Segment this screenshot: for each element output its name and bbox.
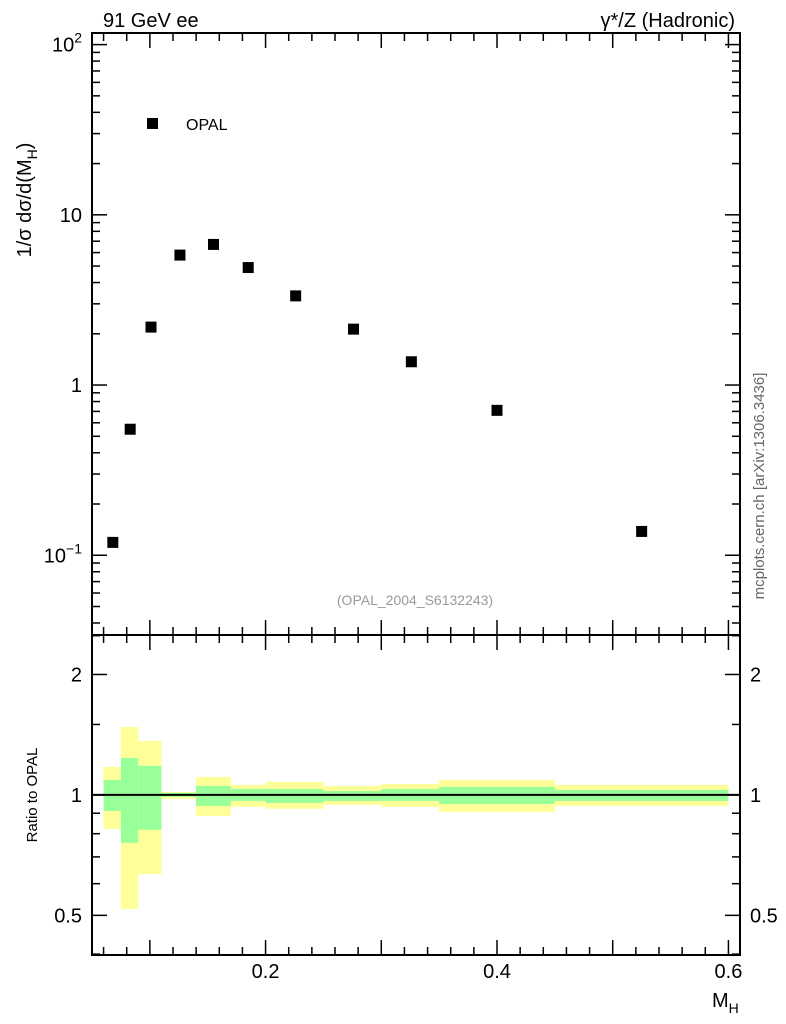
x-tick-label: 0.6 <box>715 961 743 983</box>
y-axis-label-ratio: Ratio to OPAL <box>24 748 41 843</box>
data-point <box>124 423 136 435</box>
legend-marker <box>147 118 158 129</box>
ratio-band-inner <box>323 790 382 801</box>
data-point <box>145 321 157 333</box>
ratio-band-inner <box>138 765 162 830</box>
x-tick-label: 0.4 <box>483 961 511 983</box>
ratio-y-tick-label-right: 0.5 <box>750 905 778 927</box>
ratio-plot-frame <box>91 634 741 956</box>
watermark: (OPAL_2004_S6132243) <box>337 592 493 608</box>
ratio-bands <box>92 726 740 909</box>
ylabel-sub: H <box>24 149 40 159</box>
data-point <box>174 249 186 261</box>
y-axis-label-main: 1/σ dσ/d(MH) <box>14 143 40 258</box>
y-tick-label: 1 <box>71 375 82 397</box>
ratio-y-tick-label-right: 1 <box>750 785 761 807</box>
y-tick-exponent: 2 <box>74 30 82 46</box>
data-point <box>405 356 417 368</box>
y-tick-label: 10−1 <box>44 540 82 567</box>
y-tick-label: 102 <box>52 30 82 57</box>
ratio-y-tick-label: 2 <box>71 664 82 686</box>
ylabel-main: 1/σ dσ/d(M <box>14 159 36 257</box>
data-point <box>491 404 503 416</box>
y-tick-label: 10 <box>60 205 82 227</box>
data-point <box>208 238 219 250</box>
ylabel-close: ) <box>14 143 36 150</box>
x-axis-label: MH <box>712 990 739 1016</box>
y-tick-base: 10 <box>52 35 74 57</box>
ratio-y-tick-label: 1 <box>71 785 82 807</box>
y-tick-base: 10 <box>44 545 66 567</box>
side-label: mcplots.cern.ch [arXiv:1306.3436] <box>751 373 768 600</box>
ratio-y-tick-label-right: 2 <box>750 664 761 686</box>
ratio-y-tick-label: 0.5 <box>54 905 82 927</box>
xlabel-sub: H <box>729 1000 739 1016</box>
axis-ticks <box>92 33 740 955</box>
title-right: γ*/Z (Hadronic) <box>601 10 735 32</box>
data-point <box>636 525 648 537</box>
ratio-band-inner <box>120 757 139 843</box>
data-points <box>107 238 648 548</box>
svg-text:1/σ dσ/d(MH): 1/σ dσ/d(MH) <box>14 143 40 258</box>
xlabel-main: M <box>712 990 729 1012</box>
data-point <box>290 290 302 302</box>
legend-label: OPAL <box>186 117 228 134</box>
x-tick-label: 0.2 <box>252 961 280 983</box>
y-tick-base: 1 <box>71 375 82 397</box>
data-point <box>242 262 254 274</box>
ratio-band-inner <box>265 788 324 803</box>
y-tick-exponent: −1 <box>66 540 82 556</box>
data-point <box>348 323 360 335</box>
legend: OPAL <box>147 117 228 134</box>
data-point <box>107 536 119 548</box>
title-left: 91 GeV ee <box>103 10 199 32</box>
y-tick-base: 10 <box>60 205 82 227</box>
